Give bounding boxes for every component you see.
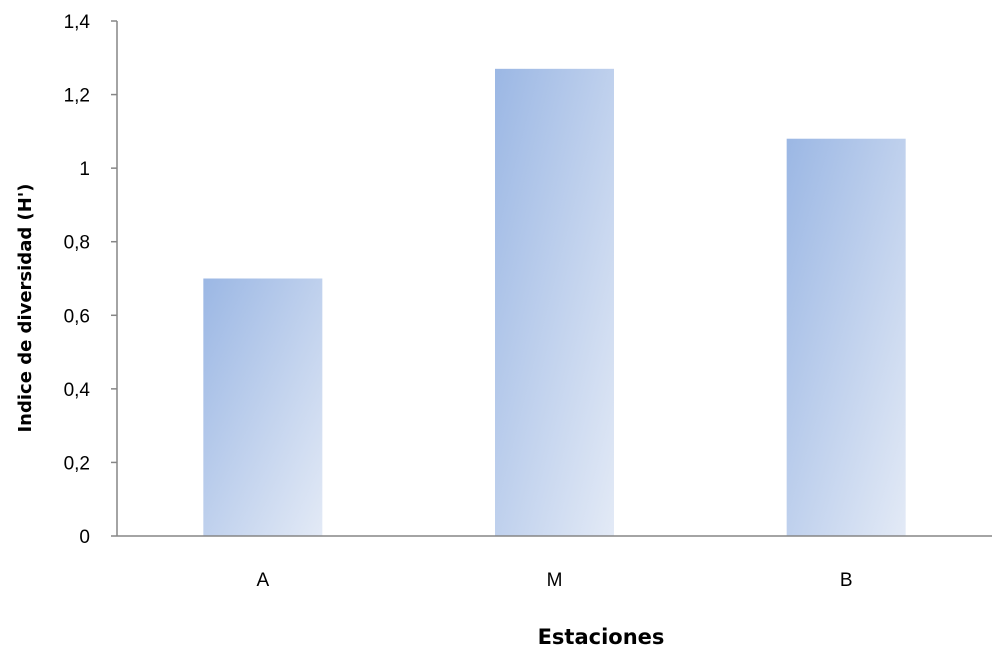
y-tick-label: 0,2: [64, 453, 90, 474]
bar-a: [203, 278, 323, 536]
x-tick-label-m: M: [547, 570, 563, 591]
x-tick-label-a: A: [256, 570, 269, 591]
bars-group: [203, 68, 906, 537]
x-axis-title: Estaciones: [538, 625, 665, 646]
y-tick-label: 0: [79, 527, 90, 548]
y-tick-label: 1,4: [64, 12, 91, 33]
y-axis-title: Indice de diversidad (H'): [15, 183, 36, 432]
bar-b: [786, 138, 906, 536]
x-tick-label-b: B: [840, 570, 853, 591]
y-tick-label: 1: [79, 159, 90, 180]
y-tick-label: 0,8: [64, 233, 90, 254]
y-tick-labels: 0 0,2 0,4 0,6 0,8 1 1,2 1,4: [64, 12, 117, 548]
bar-m: [495, 68, 614, 537]
y-tick-label: 0,4: [64, 380, 91, 401]
y-tick-label: 1,2: [64, 86, 90, 107]
y-tick-label: 0,6: [64, 306, 90, 327]
